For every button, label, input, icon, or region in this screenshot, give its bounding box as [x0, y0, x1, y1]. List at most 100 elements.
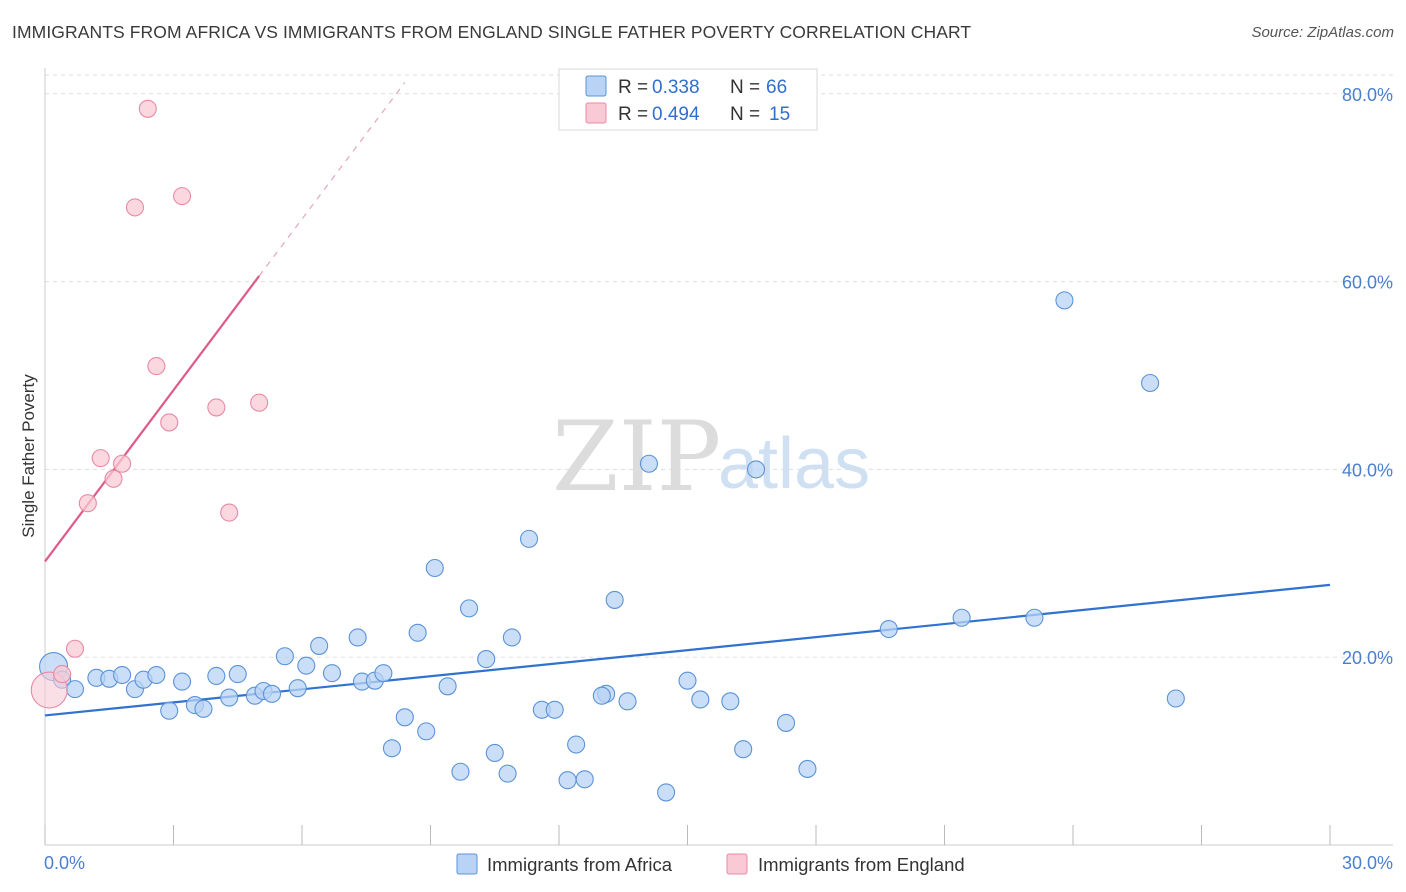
point-africa	[952, 608, 971, 627]
point-england	[147, 357, 166, 376]
point-africa	[451, 762, 470, 781]
bottom-legend-label-england: Immigrants from England	[758, 854, 965, 875]
point-africa	[395, 708, 414, 727]
point-england	[65, 639, 85, 658]
point-africa	[1141, 373, 1160, 393]
watermark: ZIP atlas	[552, 401, 870, 513]
bottom-legend-swatch-africa	[456, 853, 478, 875]
point-africa	[160, 701, 179, 720]
point-england	[78, 494, 97, 513]
point-africa	[477, 650, 496, 669]
point-africa	[374, 664, 393, 683]
legend-box: R = 0.338 N = 66 R = 0.494 N = 15	[558, 68, 818, 131]
point-africa	[575, 770, 594, 789]
data-points	[30, 99, 1185, 802]
point-africa	[639, 454, 659, 473]
point-england	[53, 665, 72, 684]
point-africa	[1025, 608, 1044, 627]
point-africa	[417, 722, 436, 741]
y-tick-label: 20.0%	[1342, 648, 1393, 668]
point-africa	[678, 671, 697, 690]
x-tick-label-min: 0.0%	[44, 853, 85, 873]
point-africa	[65, 680, 85, 699]
point-africa	[322, 664, 342, 683]
trend-lines	[44, 82, 1331, 717]
point-england	[207, 398, 226, 417]
y-tick-label: 40.0%	[1342, 460, 1393, 480]
trend-line-england-extension	[258, 82, 406, 277]
point-africa	[194, 699, 213, 718]
y-tick-label: 80.0%	[1342, 85, 1393, 105]
point-africa	[618, 692, 637, 711]
legend-n-value-england: 15	[769, 104, 790, 125]
point-africa	[691, 690, 710, 709]
bottom-legend: Immigrants from Africa Immigrants from E…	[456, 853, 965, 875]
point-africa	[147, 665, 166, 685]
legend-swatch-africa	[585, 75, 607, 97]
point-africa	[545, 700, 564, 719]
point-africa	[657, 783, 676, 802]
y-axis-title: Single Father Poverty	[19, 374, 38, 538]
point-africa	[113, 665, 132, 685]
point-africa	[382, 739, 402, 758]
point-africa	[502, 628, 521, 647]
point-england	[104, 469, 123, 488]
point-africa	[220, 688, 239, 707]
legend-r-label-africa: R =	[618, 77, 648, 98]
point-africa	[408, 623, 427, 642]
point-england	[220, 503, 239, 522]
bottom-legend-swatch-england	[726, 853, 748, 875]
gridlines	[45, 74, 1393, 658]
axes	[44, 68, 1393, 846]
point-africa	[567, 735, 586, 754]
point-africa	[746, 460, 766, 479]
point-africa	[275, 647, 294, 666]
point-africa	[288, 679, 307, 698]
point-africa	[438, 677, 457, 696]
point-england	[91, 449, 110, 468]
point-africa	[734, 740, 753, 759]
chart-title: IMMIGRANTS FROM AFRICA VS IMMIGRANTS FRO…	[12, 22, 972, 42]
source-credit: Source: ZipAtlas.com	[1251, 24, 1394, 41]
point-africa	[348, 628, 367, 647]
point-england	[138, 99, 157, 118]
legend-swatch-england	[585, 102, 607, 124]
trend-line-england	[44, 275, 261, 563]
legend-r-label-england: R =	[618, 104, 648, 125]
point-africa	[173, 672, 192, 691]
point-africa	[721, 692, 740, 711]
point-england	[113, 454, 132, 473]
point-england	[125, 198, 144, 217]
point-africa	[1166, 689, 1185, 708]
point-africa	[558, 771, 577, 790]
watermark-zip: ZIP	[552, 401, 721, 513]
point-africa	[879, 619, 898, 639]
point-england	[173, 187, 192, 206]
point-africa	[425, 558, 444, 578]
y-tick-label: 60.0%	[1342, 273, 1393, 293]
point-africa	[798, 759, 817, 778]
legend-r-value-africa: 0.338	[652, 77, 700, 98]
point-africa	[498, 764, 517, 783]
point-africa	[262, 684, 282, 703]
point-england	[250, 393, 269, 412]
point-england	[160, 413, 179, 432]
watermark-atlas: atlas	[718, 424, 870, 504]
point-africa	[310, 636, 329, 655]
bottom-legend-label-africa: Immigrants from Africa	[487, 854, 673, 875]
point-africa	[297, 656, 316, 675]
point-africa	[776, 713, 796, 732]
point-africa	[228, 665, 247, 684]
point-africa	[207, 666, 226, 686]
legend-n-value-africa: 66	[766, 77, 787, 98]
point-africa	[605, 590, 624, 609]
point-africa	[519, 529, 539, 548]
x-tick-label-max: 30.0%	[1342, 853, 1393, 873]
point-africa	[459, 599, 479, 618]
legend-r-value-england: 0.494	[652, 104, 700, 125]
point-africa	[592, 686, 611, 705]
point-africa	[1055, 291, 1074, 310]
point-africa	[485, 743, 504, 763]
legend-n-label-england: N =	[730, 104, 760, 125]
